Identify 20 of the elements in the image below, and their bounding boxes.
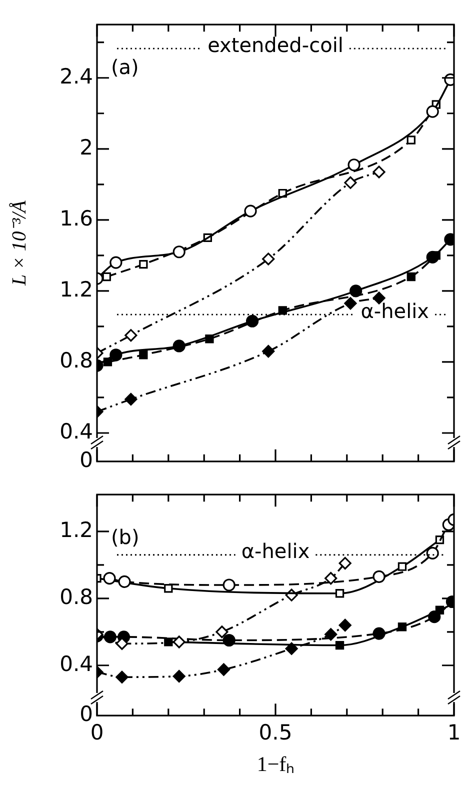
y-tick-label: 1.2 [60, 277, 93, 302]
y-tick-label: 0.8 [60, 584, 93, 609]
x-tick-label: 0.5 [258, 720, 292, 745]
x-tick-label: 1 [447, 720, 461, 745]
annotation: (a) [111, 54, 139, 79]
ref-line-label: α-helix [241, 539, 310, 564]
annotation: (b) [111, 524, 140, 549]
y-tick-label: 2 [80, 135, 93, 160]
y-tick-label: 0 [80, 702, 93, 726]
y-axis-title: L × 10⁻³/Å [8, 200, 30, 287]
y-tick-label: 0.4 [60, 652, 93, 676]
x-axis-title: 1−fₕ [256, 752, 294, 776]
ref-line-label: α-helix [360, 298, 430, 323]
y-tick-label: 1.6 [60, 206, 93, 230]
y-tick-label: 1.2 [60, 518, 93, 542]
y-tick-label: 2.4 [60, 64, 93, 88]
ref-line-label: extended-coil [208, 32, 344, 57]
y-tick-label: 0 [80, 448, 93, 472]
y-tick-label: 0.4 [60, 419, 93, 444]
y-tick-label: 0.8 [60, 348, 93, 372]
